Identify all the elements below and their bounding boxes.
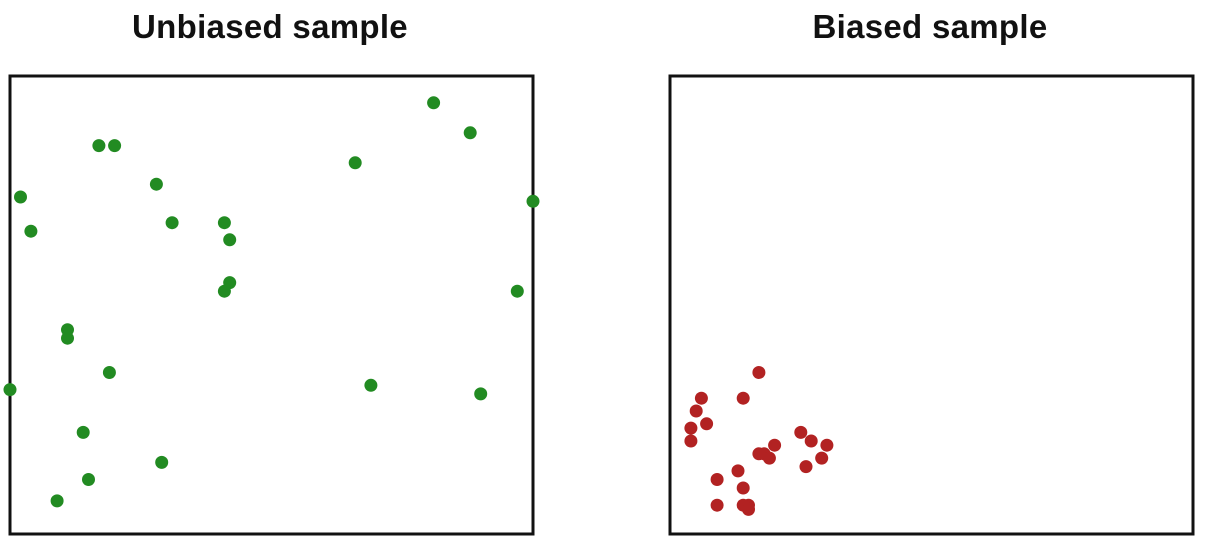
plot-frame bbox=[8, 74, 535, 536]
scatter-point bbox=[474, 387, 488, 401]
scatter-point bbox=[463, 126, 477, 140]
scatter-point bbox=[14, 190, 27, 204]
scatter-point bbox=[710, 473, 724, 486]
scatter-plot-unbiased bbox=[3, 74, 540, 536]
scatter-point bbox=[794, 425, 808, 439]
scatter-point bbox=[82, 473, 95, 486]
scatter-point bbox=[736, 481, 750, 495]
scatter-point bbox=[165, 216, 179, 230]
biased-panel: Biased sample bbox=[660, 0, 1200, 549]
scatter-point bbox=[510, 284, 524, 298]
scatter-point bbox=[50, 494, 64, 508]
scatter-point bbox=[24, 224, 38, 238]
scatter-point bbox=[684, 434, 698, 448]
scatter-point bbox=[364, 378, 378, 392]
scatter-point bbox=[752, 366, 766, 379]
scatter-point bbox=[76, 425, 90, 439]
scatter-point bbox=[742, 502, 755, 516]
scatter-point bbox=[427, 96, 441, 110]
plot-frame bbox=[668, 74, 1195, 536]
scatter-point bbox=[799, 460, 813, 474]
scatter-point bbox=[3, 383, 17, 397]
scatter-point bbox=[684, 421, 698, 435]
scatter-point bbox=[217, 284, 231, 298]
scatter-point bbox=[752, 447, 766, 461]
scatter-point bbox=[223, 233, 237, 247]
scatter-point bbox=[108, 139, 122, 153]
scatter-point bbox=[526, 194, 540, 208]
scatter-point bbox=[700, 417, 714, 431]
scatter-point bbox=[102, 366, 116, 379]
scatter-point bbox=[61, 331, 74, 345]
scatter-point bbox=[710, 498, 724, 512]
scatter-point bbox=[731, 464, 745, 478]
unbiased-panel: Unbiased sample bbox=[0, 0, 540, 549]
scatter-point bbox=[820, 438, 834, 452]
scatter-point bbox=[689, 404, 703, 418]
scatter-point bbox=[762, 451, 776, 465]
scatter-point bbox=[694, 391, 708, 405]
scatter-point bbox=[768, 438, 782, 452]
scatter-point bbox=[155, 455, 169, 469]
scatter-point bbox=[217, 216, 231, 230]
scatter-point bbox=[736, 391, 750, 405]
scatter-plot-biased bbox=[668, 74, 1195, 536]
scatter-point bbox=[815, 451, 829, 465]
scatter-point bbox=[348, 156, 362, 170]
chart-title: Unbiased sample bbox=[132, 8, 408, 45]
chart-title: Biased sample bbox=[812, 8, 1048, 45]
scatter-point bbox=[149, 177, 163, 191]
scatter-point bbox=[804, 434, 818, 448]
scatter-point bbox=[92, 139, 106, 153]
